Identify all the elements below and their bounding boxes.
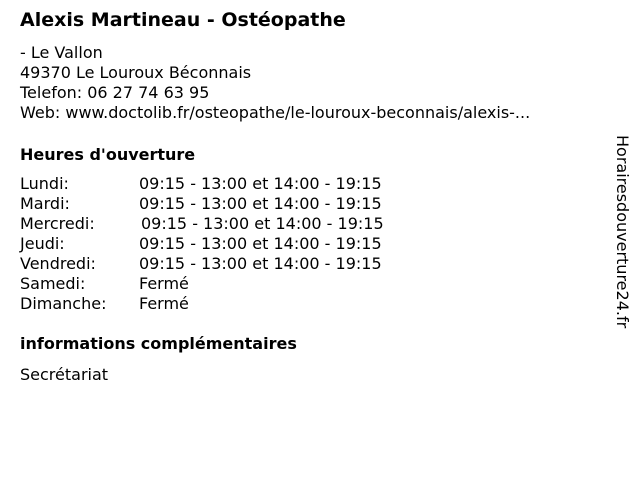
address-street: - Le Vallon bbox=[20, 43, 103, 62]
day-label: Mercredi: bbox=[20, 214, 95, 233]
hours-heading: Heures d'ouverture bbox=[20, 145, 196, 164]
address-city: 49370 Le Louroux Béconnais bbox=[20, 63, 252, 82]
page-title: Alexis Martineau - Ostéopathe bbox=[20, 9, 346, 31]
day-hours: 09:15 - 13:00 et 14:00 - 19:15 bbox=[139, 194, 382, 213]
info-heading: informations complémentaires bbox=[20, 334, 297, 353]
website: Web: www.doctolib.fr/osteopathe/le-louro… bbox=[20, 103, 531, 122]
info-text: Secrétariat bbox=[20, 365, 109, 384]
day-label: Dimanche: bbox=[20, 294, 107, 313]
day-hours: 09:15 - 13:00 et 14:00 - 19:15 bbox=[139, 254, 382, 273]
day-label: Mardi: bbox=[20, 194, 70, 213]
day-hours: 09:15 - 13:00 et 14:00 - 19:15 bbox=[139, 174, 382, 193]
day-label: Vendredi: bbox=[20, 254, 96, 273]
day-label: Jeudi: bbox=[20, 234, 65, 253]
day-hours: Fermé bbox=[139, 274, 189, 293]
day-label: Lundi: bbox=[20, 174, 69, 193]
day-hours: 09:15 - 13:00 et 14:00 - 19:15 bbox=[141, 214, 384, 233]
day-hours: 09:15 - 13:00 et 14:00 - 19:15 bbox=[139, 234, 382, 253]
day-label: Samedi: bbox=[20, 274, 86, 293]
phone: Telefon: 06 27 74 63 95 bbox=[20, 83, 210, 102]
watermark: Horairesdouverture24.fr bbox=[613, 135, 632, 329]
day-hours: Fermé bbox=[139, 294, 189, 313]
